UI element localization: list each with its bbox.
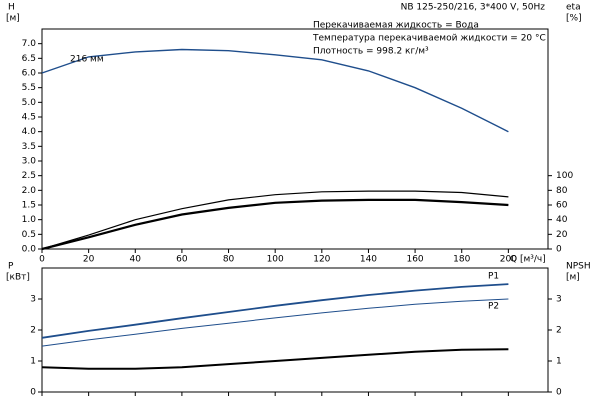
y2-tick-label: 40 — [556, 215, 568, 225]
x-tick-label: 80 — [223, 255, 235, 265]
series-line — [41, 198, 509, 251]
y-tick-label: 4.5 — [22, 113, 36, 123]
x-tick-label: 40 — [130, 255, 142, 265]
y-tick-label: 1.5 — [22, 201, 36, 211]
y2-tick-label: 3 — [556, 295, 562, 305]
plot-frame — [41, 28, 549, 250]
y2-tick-label: 0 — [556, 245, 562, 255]
y-tick-label: 4.0 — [22, 127, 37, 137]
y-tick-label: 7.0 — [22, 39, 37, 49]
y-tick-label: 0.5 — [22, 230, 36, 240]
series-line — [41, 283, 509, 339]
y2-tick-label: 0 — [556, 388, 562, 398]
series-line — [41, 348, 509, 370]
y-tick-label: 6.5 — [22, 54, 36, 64]
y2-label: eta — [566, 3, 581, 13]
y2-tick-label: 2 — [556, 326, 562, 336]
x-tick-label: 100 — [267, 255, 284, 265]
x-tick-label: 0 — [39, 255, 45, 265]
x-tick-label: 140 — [360, 255, 377, 265]
annotation: Плотность = 998.2 кг/м³ — [313, 47, 429, 57]
x-tick-label: 60 — [176, 255, 188, 265]
y2-tick-label: 60 — [556, 201, 568, 211]
y2-tick-label: 80 — [556, 186, 568, 196]
y2-label: NPSH — [566, 262, 591, 272]
y-tick-label: 5.5 — [22, 83, 36, 93]
annotation: Температура перекачиваемой жидкости = 20… — [312, 34, 546, 44]
series-line — [41, 298, 509, 347]
annotation: Перекачиваемая жидкость = Вода — [313, 21, 479, 31]
y-unit: [м] — [6, 14, 20, 24]
y2-unit: [%] — [566, 14, 582, 24]
y-tick-label: 2.5 — [22, 171, 36, 181]
y-tick-label: 6.0 — [22, 69, 37, 79]
y-label: P — [8, 262, 14, 272]
y-label: H — [8, 3, 15, 13]
y-tick-label: 3.5 — [22, 142, 36, 152]
y-tick-label: 5.0 — [22, 98, 37, 108]
y-tick-label: 1.0 — [22, 215, 37, 225]
y2-tick-label: 20 — [556, 230, 568, 240]
y-tick-label: 2.0 — [22, 186, 37, 196]
y2-tick-label: 1 — [556, 357, 562, 367]
y-tick-label: 1 — [30, 357, 36, 367]
y-tick-label: 0.0 — [22, 245, 37, 255]
x-tick-label: 20 — [83, 255, 95, 265]
chart-title: NB 125-250/216, 3*400 V, 50Hz — [401, 3, 546, 13]
y-tick-label: 3 — [30, 295, 36, 305]
y-tick-label: 3.0 — [22, 157, 37, 167]
series-label: P1 — [488, 272, 499, 282]
series-label: 216 мм — [70, 55, 104, 65]
x-tick-label: 180 — [453, 255, 470, 265]
series-label: P2 — [488, 302, 499, 312]
y-tick-label: 0 — [30, 388, 36, 398]
x-tick-label: 160 — [406, 255, 423, 265]
x-tick-label: 200 — [500, 255, 517, 265]
x-label: Q [м³/ч] — [510, 255, 546, 265]
x-tick-label: 120 — [313, 255, 330, 265]
y-tick-label: 2 — [30, 326, 36, 336]
y2-unit: [м] — [566, 273, 580, 283]
y2-tick-label: 100 — [556, 171, 573, 181]
y-unit: [кВт] — [6, 273, 30, 283]
series-line — [41, 190, 509, 250]
series-line — [41, 48, 509, 133]
